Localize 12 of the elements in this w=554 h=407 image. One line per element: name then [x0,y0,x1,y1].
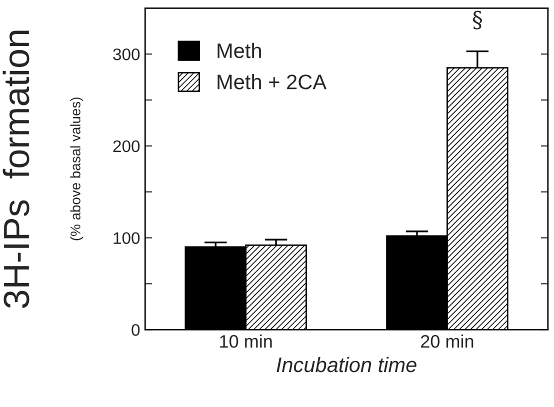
y-tick-label: 0 [132,324,140,336]
annotation: § [472,10,482,30]
text: (% above basal values) [70,98,84,240]
legend-label: Meth + 2CA [218,74,327,90]
y-tick-label: 100 [114,232,140,244]
y-tick-label: 300 [113,48,140,60]
x-axis-title: Incubation time [276,356,416,372]
x-tick-label: 10 min [220,334,272,348]
y-tick-label: 200 [113,140,140,152]
y-axis-title: 3H-IPs formation [2,30,30,308]
x-tick-label: 20 min [421,334,474,348]
legend-label: Meth [218,42,261,58]
